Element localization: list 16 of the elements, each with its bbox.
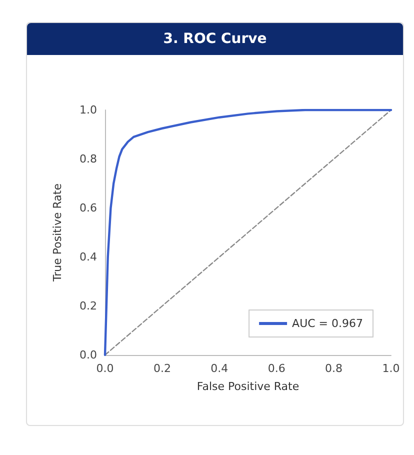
legend-label: AUC = 0.967 — [292, 317, 364, 330]
x-tick-label: 0.0 — [96, 362, 114, 375]
x-tick-label: 1.0 — [382, 362, 400, 375]
chart-title: 3. ROC Curve — [27, 23, 403, 55]
x-axis-title: False Positive Rate — [196, 380, 300, 393]
y-tick-label: 0.6 — [80, 202, 97, 214]
x-tick-label: 0.4 — [210, 362, 228, 375]
y-tick-label: 0.4 — [80, 250, 97, 264]
y-tick-label: 1.0 — [80, 104, 97, 116]
x-tick-label: 0.2 — [153, 362, 171, 375]
y-tick-label: 0.2 — [80, 300, 97, 312]
y-axis-title: True Positive Rate — [51, 183, 64, 282]
y-tick-label: 0.0 — [80, 348, 97, 362]
y-tick-label: 0.8 — [80, 152, 97, 166]
x-tick-label: 0.6 — [268, 362, 286, 375]
x-tick-label: 0.8 — [325, 362, 343, 375]
